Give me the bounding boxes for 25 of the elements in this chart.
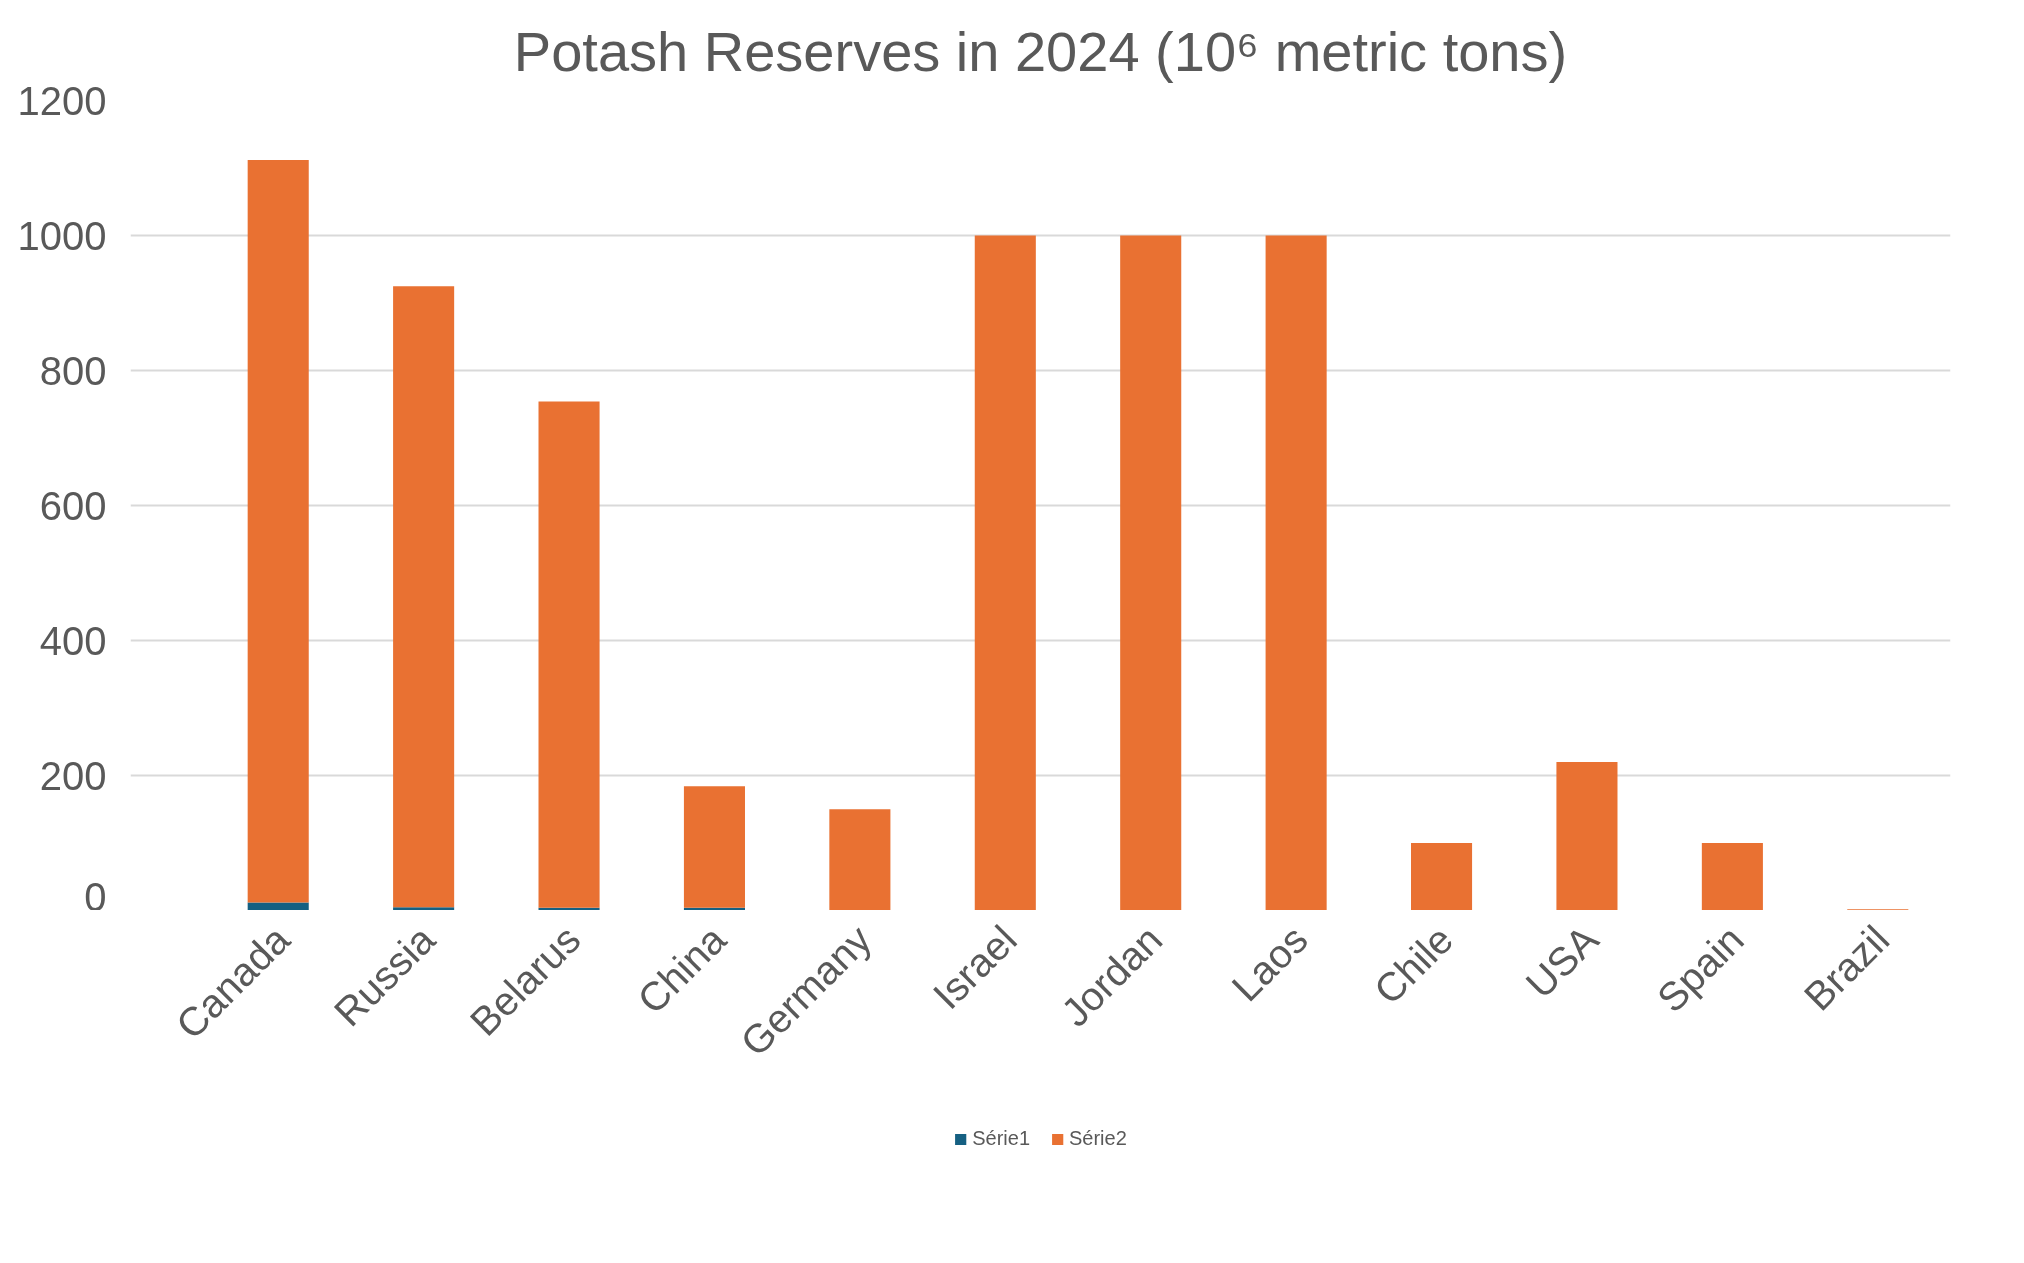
bar [683,786,745,908]
y-tick-label: 400 [39,618,107,663]
y-tick-label: 800 [39,348,107,393]
bar [247,902,309,910]
x-tick-label: USA [1517,916,1607,1007]
bar [247,159,309,903]
bar [829,809,891,910]
legend-label: Série2 [1069,1127,1127,1150]
bar [1411,843,1473,910]
bar [393,907,455,910]
chart-title: Potash Reserves in 2024 (10⁶ metric tons) [513,20,1568,83]
bar [1265,235,1327,910]
y-tick-label: 1000 [17,213,107,258]
bar [538,401,600,908]
bar [683,907,745,910]
bar [393,286,455,908]
y-tick-label: 1200 [17,78,107,123]
bar [1120,235,1182,910]
bar [1701,843,1763,910]
bar [974,235,1036,910]
y-tick-label: 200 [39,753,107,798]
bar [538,907,600,910]
y-tick-label: 600 [39,483,107,528]
bar [1556,762,1618,910]
legend-label: Série1 [972,1127,1030,1150]
